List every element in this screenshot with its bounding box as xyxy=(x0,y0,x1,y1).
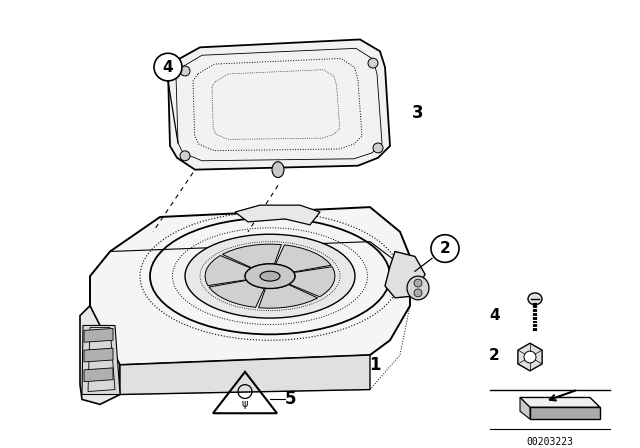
Polygon shape xyxy=(520,397,600,407)
Text: 3: 3 xyxy=(412,104,424,122)
Circle shape xyxy=(180,151,190,161)
Polygon shape xyxy=(84,328,113,342)
Ellipse shape xyxy=(245,264,295,289)
Polygon shape xyxy=(120,355,370,395)
Polygon shape xyxy=(530,407,600,419)
Circle shape xyxy=(414,289,422,297)
Ellipse shape xyxy=(260,271,280,281)
Polygon shape xyxy=(520,397,530,419)
Polygon shape xyxy=(84,348,113,362)
Polygon shape xyxy=(82,325,120,395)
Text: 4: 4 xyxy=(490,308,500,323)
Polygon shape xyxy=(90,207,410,365)
Circle shape xyxy=(431,235,459,263)
Circle shape xyxy=(368,58,378,68)
Text: 2: 2 xyxy=(489,348,500,362)
Polygon shape xyxy=(235,205,320,225)
Ellipse shape xyxy=(528,293,542,305)
Polygon shape xyxy=(276,245,331,272)
Polygon shape xyxy=(168,39,390,170)
Ellipse shape xyxy=(407,276,429,300)
Ellipse shape xyxy=(272,162,284,177)
Circle shape xyxy=(414,279,422,287)
Polygon shape xyxy=(385,251,425,298)
Polygon shape xyxy=(289,267,335,297)
Polygon shape xyxy=(84,368,113,382)
Circle shape xyxy=(180,66,190,76)
Text: ψ: ψ xyxy=(242,399,248,409)
Circle shape xyxy=(524,351,536,363)
Circle shape xyxy=(154,53,182,81)
Text: 2: 2 xyxy=(440,241,451,256)
Circle shape xyxy=(373,143,383,153)
Text: 4: 4 xyxy=(163,60,173,74)
Text: 00203223: 00203223 xyxy=(527,437,573,447)
Ellipse shape xyxy=(185,234,355,318)
Text: 1: 1 xyxy=(369,356,381,374)
Polygon shape xyxy=(222,244,282,268)
Polygon shape xyxy=(259,284,317,308)
Text: 5: 5 xyxy=(284,391,296,409)
Polygon shape xyxy=(205,255,251,286)
Polygon shape xyxy=(209,280,264,307)
Polygon shape xyxy=(80,306,120,405)
